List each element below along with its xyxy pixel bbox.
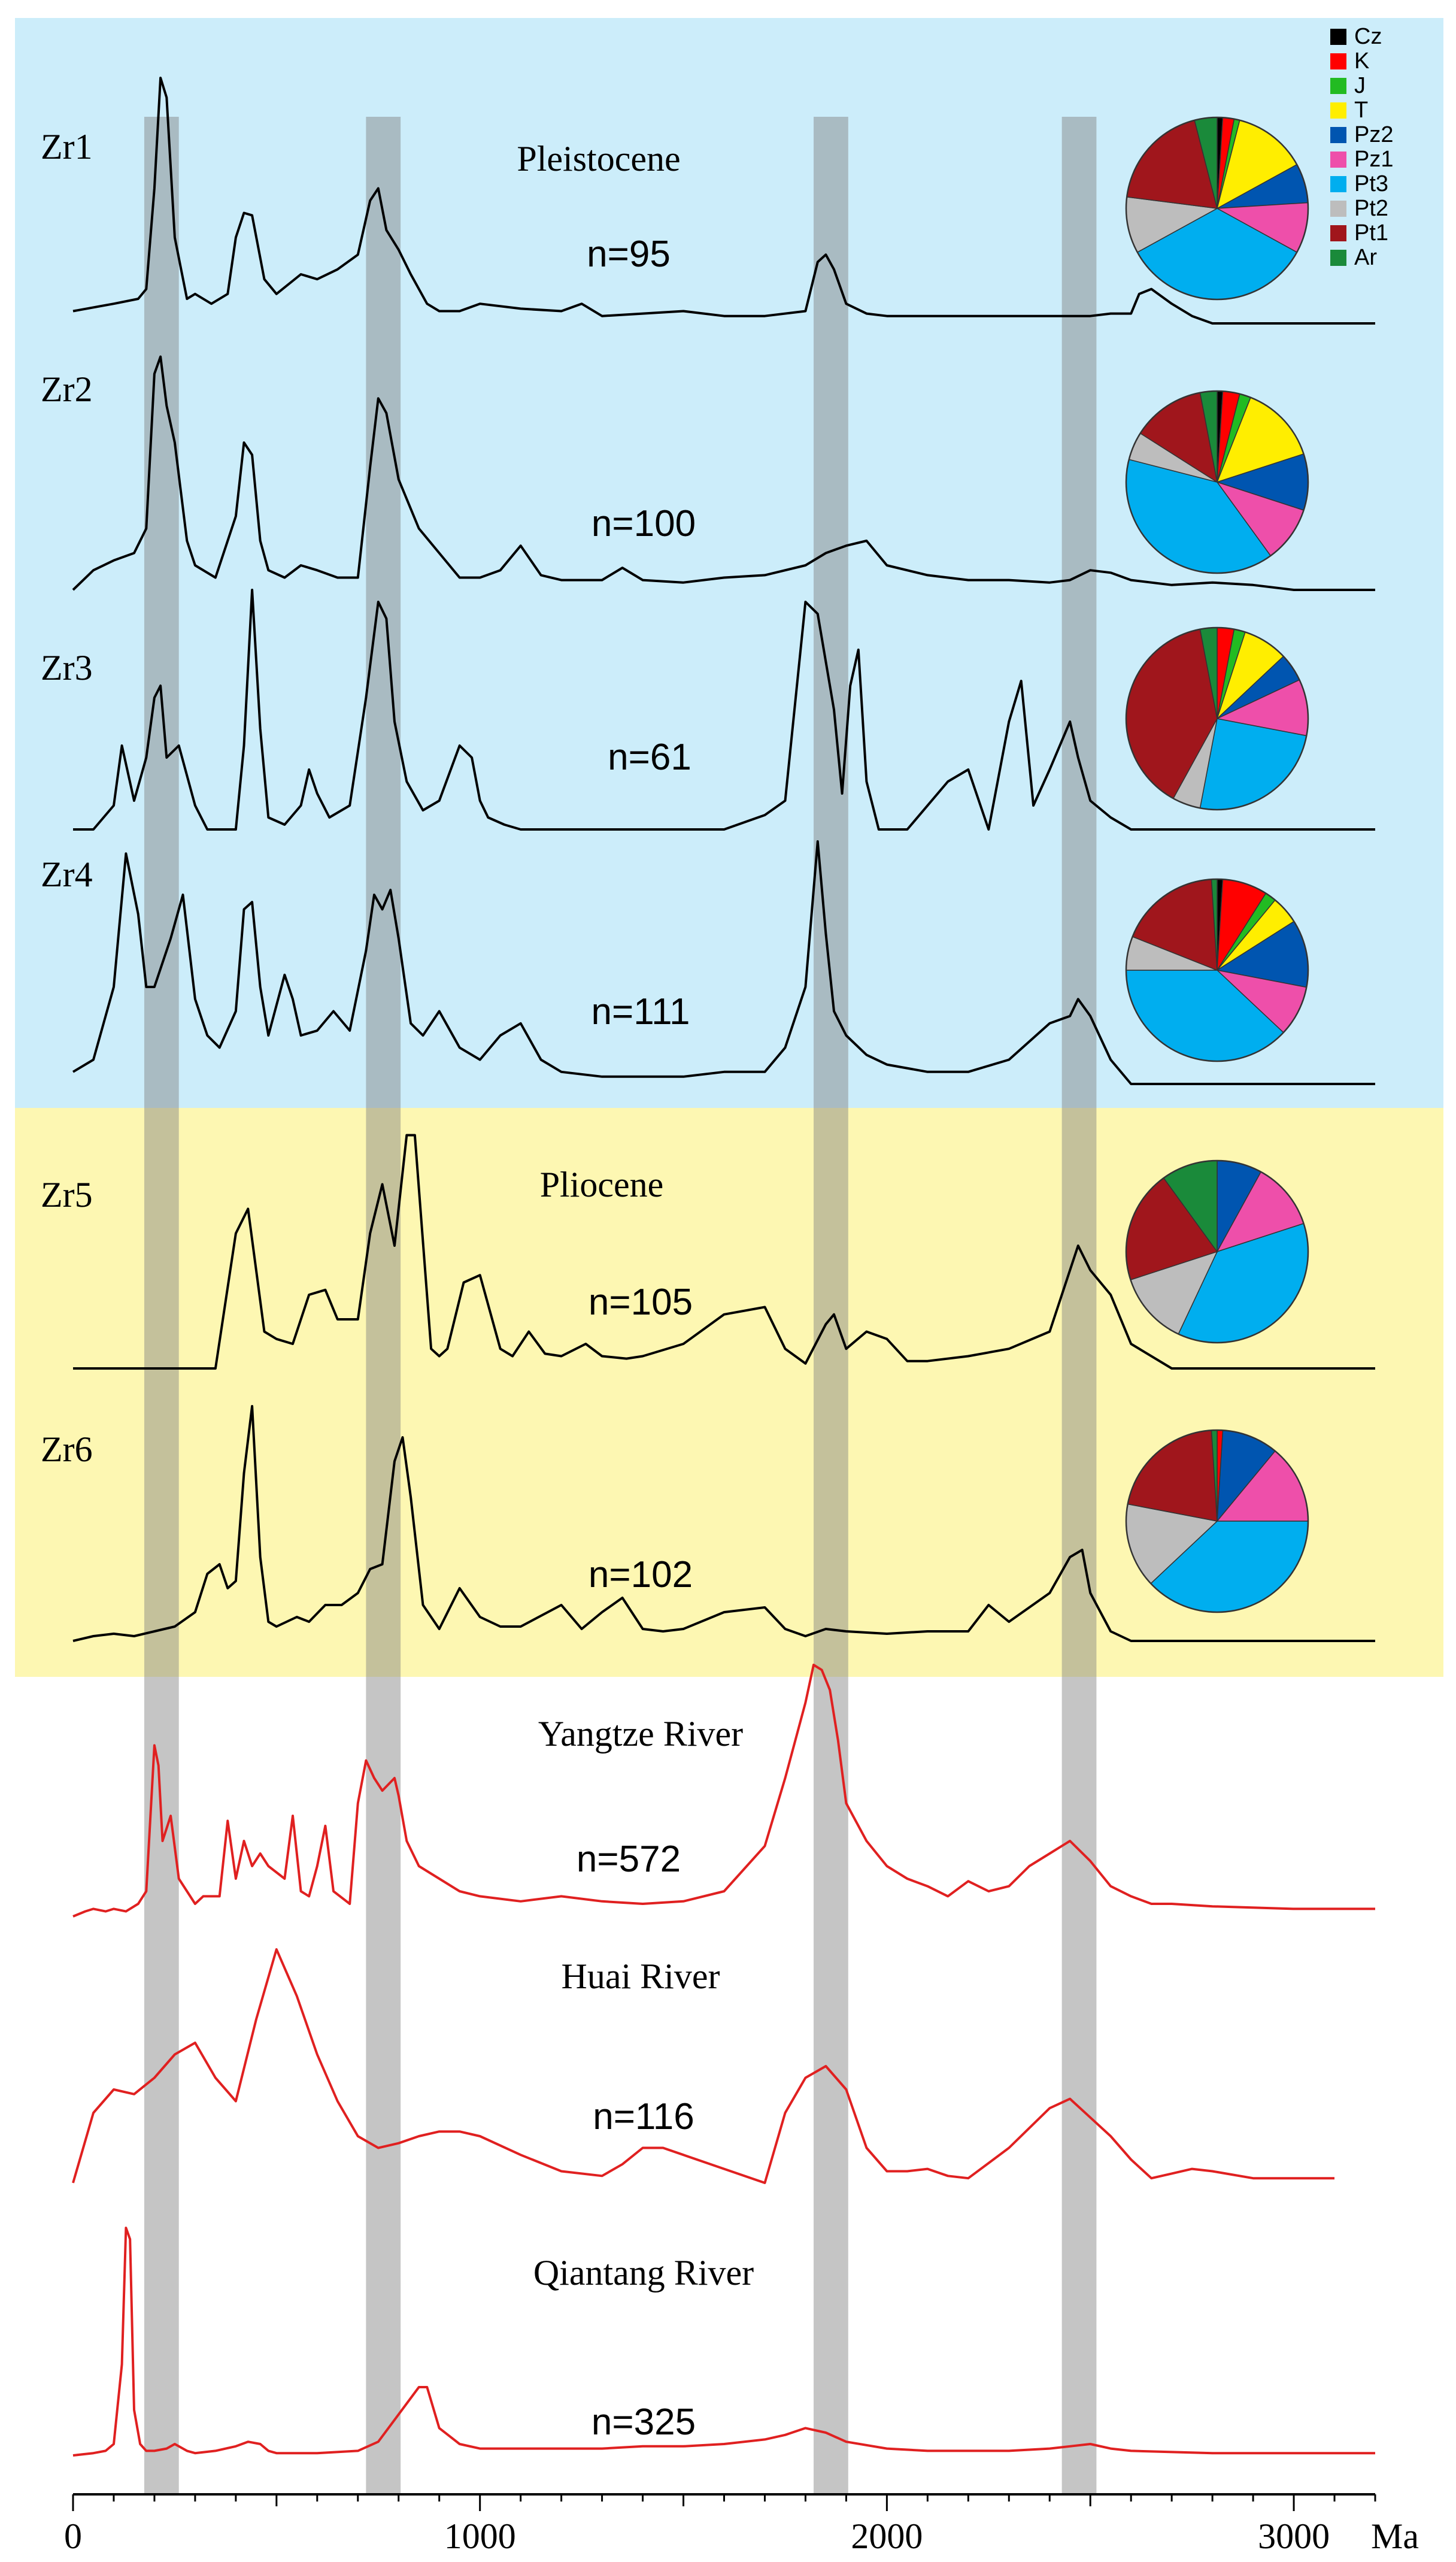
zr1-n-label: n=95 <box>587 234 671 275</box>
pie-outline <box>1125 1429 1309 1613</box>
legend-label-cz: Cz <box>1354 24 1382 49</box>
yangtze-river-n-label: n=572 <box>577 1839 681 1880</box>
zr4-n-label: n=111 <box>592 991 690 1032</box>
pliocene-label: Pliocene <box>540 1165 664 1204</box>
legend-swatch-pt3 <box>1330 176 1346 192</box>
zr4-sample-label: Zr4 <box>41 855 93 894</box>
yangtze-river-title: Yangtze River <box>538 1714 743 1754</box>
qiantang-river-n-label: n=325 <box>592 2402 696 2443</box>
zr5-n-label: n=105 <box>589 1282 693 1323</box>
legend-swatch-cz <box>1330 29 1346 45</box>
pie-outline <box>1125 390 1309 574</box>
legend-label-t: T <box>1354 98 1368 123</box>
pie-outline <box>1125 1159 1309 1344</box>
highlight-band-3 <box>814 117 848 2494</box>
legend-label-pz1: Pz1 <box>1354 147 1393 172</box>
zr5-curve <box>73 1134 1375 1370</box>
pie-zr5 <box>1125 1159 1309 1344</box>
pie-outline <box>1125 116 1309 301</box>
legend-swatch-pt1 <box>1330 225 1346 241</box>
legend-swatch-ar <box>1330 250 1346 266</box>
huai-river-n-label: n=116 <box>593 2096 694 2137</box>
pie-zr2 <box>1125 390 1309 574</box>
pie-charts <box>1125 116 1309 1613</box>
legend-label-pt1: Pt1 <box>1354 220 1388 246</box>
zr4-curve <box>72 840 1375 1085</box>
qiantang-river-title: Qiantang River <box>533 2253 754 2293</box>
pie-zr3 <box>1125 626 1309 811</box>
zr1-curve <box>72 77 1375 325</box>
legend-swatch-pt2 <box>1330 201 1346 217</box>
zr6-n-label: n=102 <box>589 1554 693 1595</box>
zr5-sample-label: Zr5 <box>41 1175 93 1215</box>
huai-river-title: Huai River <box>562 1957 720 1996</box>
pleistocene-label: Pleistocene <box>517 139 680 178</box>
qiantang-river-curve <box>72 2227 1375 2457</box>
legend-label-k: K <box>1354 49 1369 74</box>
zr6-curve <box>72 1405 1375 1642</box>
x-axis-unit: Ma <box>1371 2516 1419 2556</box>
zr2-n-label: n=100 <box>592 503 696 544</box>
age-spectra: n=95 Zr1 n=100 Zr2 n=61 Zr3 n=111 Zr4 n=105 Zr5 n=… <box>41 77 1375 2457</box>
zr1-sample-label: Zr1 <box>41 127 93 166</box>
legend-swatch-t <box>1330 102 1346 119</box>
x-tick-label: 0 <box>64 2516 82 2556</box>
yangtze-river-curve <box>72 1664 1375 1918</box>
pie-outline <box>1125 878 1309 1062</box>
legend-label-j: J <box>1354 73 1366 98</box>
legend-swatch-pz2 <box>1330 127 1346 143</box>
legend-swatch-j <box>1330 78 1346 94</box>
x-tick-label: 1000 <box>444 2516 516 2556</box>
zr6-sample-label: Zr6 <box>41 1430 93 1469</box>
pie-zr6 <box>1125 1429 1309 1613</box>
pie-zr4 <box>1125 878 1309 1062</box>
legend-swatch-k <box>1330 53 1346 69</box>
pie-outline <box>1125 626 1309 811</box>
legend-label-pt3: Pt3 <box>1354 171 1388 196</box>
highlight-band-4 <box>1061 117 1097 2494</box>
highlight-band-2 <box>366 117 401 2494</box>
zr2-sample-label: Zr2 <box>41 370 93 409</box>
x-axis: 0 1000 2000 3000 Ma <box>64 2493 1419 2556</box>
x-tick-label: 3000 <box>1258 2516 1330 2556</box>
zr3-curve <box>73 589 1375 831</box>
legend-swatch-pz1 <box>1330 152 1346 168</box>
zr3-sample-label: Zr3 <box>41 648 93 688</box>
highlight-bands <box>144 117 1097 2494</box>
zr3-n-label: n=61 <box>608 737 691 778</box>
highlight-band-1 <box>144 117 179 2494</box>
huai-river-curve <box>72 1948 1334 2184</box>
pie-zr1 <box>1125 116 1309 301</box>
legend-label-pz2: Pz2 <box>1354 122 1393 147</box>
zr2-curve <box>72 355 1375 591</box>
legend-label-ar: Ar <box>1354 245 1377 270</box>
x-tick-label: 2000 <box>851 2516 923 2556</box>
legend-label-pt2: Pt2 <box>1354 196 1388 221</box>
